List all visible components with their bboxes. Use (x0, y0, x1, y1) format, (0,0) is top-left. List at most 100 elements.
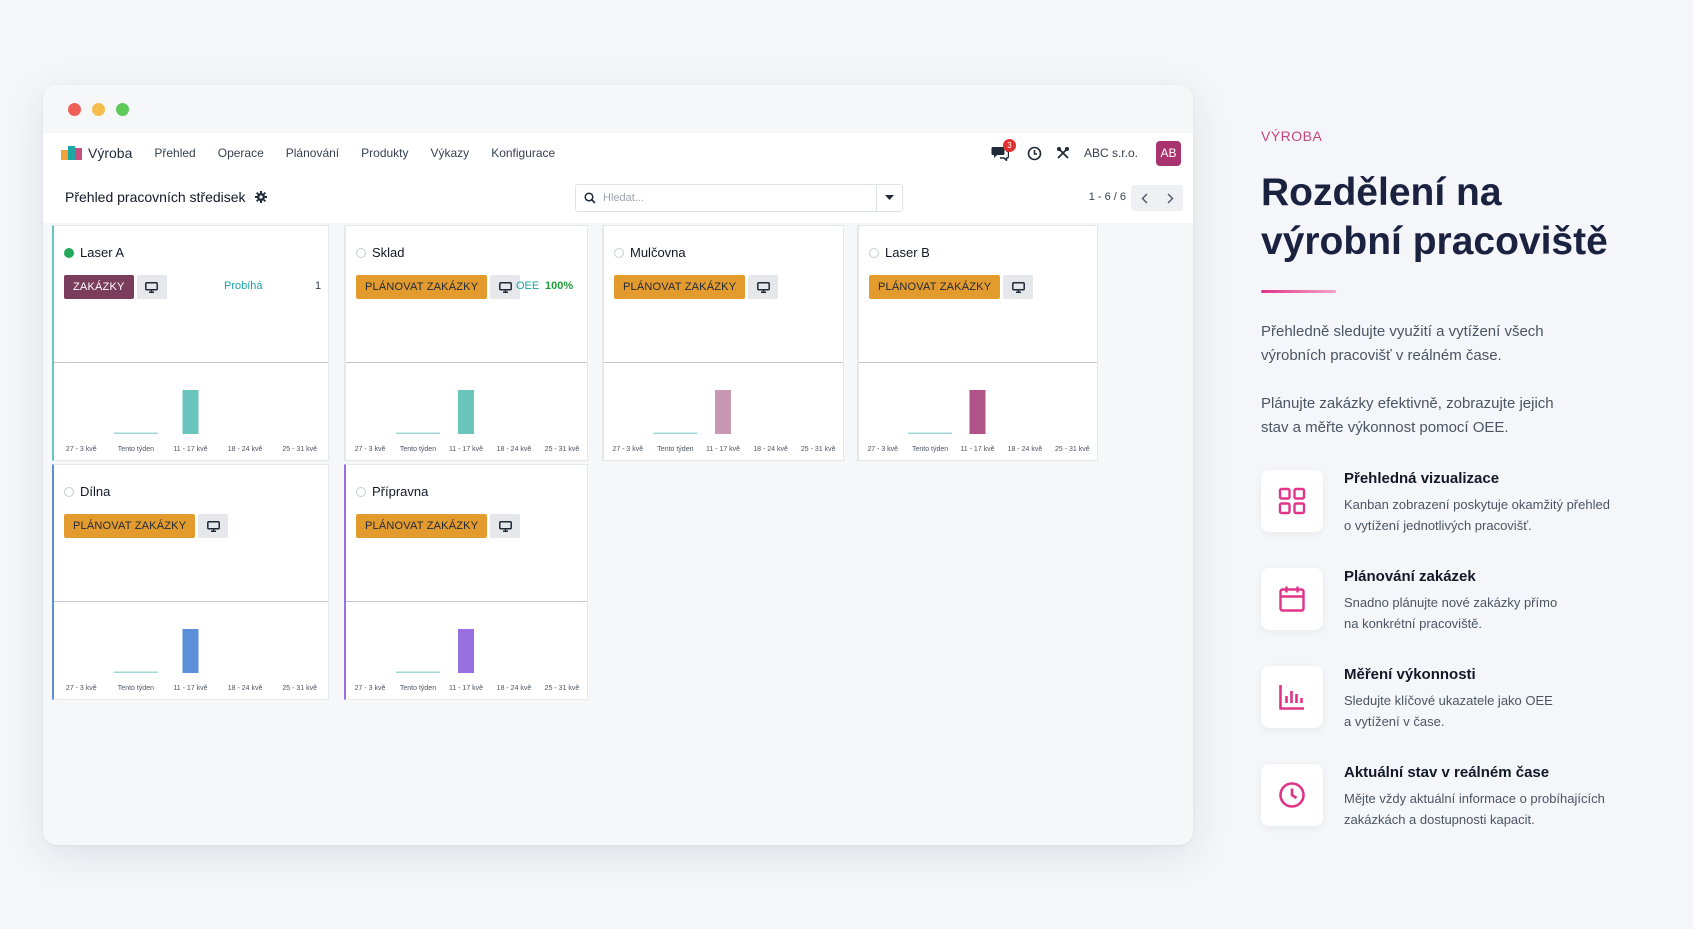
activity-clock-icon[interactable] (1027, 146, 1042, 161)
card-actions: PLÁNOVAT ZAKÁZKY (356, 275, 521, 299)
workstation-monitor-button[interactable] (198, 514, 229, 538)
nav-item-operace[interactable]: Operace (217, 146, 264, 160)
plan-orders-button[interactable]: PLÁNOVAT ZAKÁZKY (64, 514, 196, 538)
user-avatar[interactable]: AB (1156, 140, 1181, 166)
card-title[interactable]: Dílna (64, 484, 110, 499)
chart-x-tick-label: 27 - 3 kvě (66, 446, 97, 453)
window-titlebar (43, 85, 1193, 133)
card-header: Laser B PLÁNOVAT ZAKÁZKY (859, 226, 1097, 363)
minimize-window-button[interactable] (92, 103, 105, 116)
maximize-window-button[interactable] (116, 103, 129, 116)
kpi-label[interactable]: Probíhá (224, 280, 263, 292)
kpi-label[interactable]: OEE (516, 280, 540, 292)
bar-chart-icon (1261, 666, 1323, 728)
card-header: Přípravna PLÁNOVAT ZAKÁZKY (346, 465, 587, 602)
company-switcher[interactable]: ABC s.r.o. (1083, 146, 1138, 160)
card-actions: PLÁNOVAT ZAKÁZKY (614, 275, 779, 299)
chart-x-tick-label: 18 - 24 kvě (228, 685, 263, 692)
chart-x-tick-label: Tento týden (118, 685, 154, 692)
chart-bar (458, 629, 474, 673)
card-actions: PLÁNOVAT ZAKÁZKY (869, 275, 1034, 299)
pager-previous-button[interactable] (1131, 185, 1157, 211)
workstation-monitor-button[interactable] (490, 514, 521, 538)
chart-x-tick-label: 27 - 3 kvě (867, 446, 898, 453)
workstation-monitor-button[interactable] (1003, 275, 1034, 299)
chart-bar (715, 390, 731, 434)
card-title[interactable]: Přípravna (356, 484, 428, 499)
card-title[interactable]: Laser A (64, 245, 124, 260)
paragraph-line: stav a měřte výkonnost pomocí OEE. (1261, 419, 1509, 436)
workstation-monitor-button[interactable] (136, 275, 167, 299)
chart-x-tick-label: 18 - 24 kvě (1008, 446, 1043, 453)
chevron-left-icon (1141, 193, 1147, 203)
chart-x-tick-label: Tento týden (657, 446, 693, 453)
nav-item-produkty[interactable]: Produkty (361, 146, 409, 160)
workload-chart: 27 - 3 kvě Tento týden 11 - 17 kvě 18 - 24 … (346, 603, 587, 700)
nav-item-konfigurace[interactable]: Konfigurace (491, 146, 556, 160)
description-line: zakázkách a dostupnosti kapacit. (1344, 812, 1535, 827)
chart-x-tick-label: Tento týden (118, 446, 154, 453)
nav-item-prehled[interactable]: Přehled (154, 146, 196, 160)
chart-bar (182, 629, 199, 673)
workcenter-card[interactable]: Laser A ZAKÁZKY Probíhá 1 27 - 3 kvě Tent… (52, 225, 329, 461)
kpi-value[interactable]: 100% (545, 280, 574, 292)
chart-x-tick-label: 25 - 31 kvě (282, 685, 317, 692)
section-headline: Rozdělení na výrobní pracoviště (1261, 168, 1681, 266)
workcenter-card[interactable]: Přípravna PLÁNOVAT ZAKÁZKY 27 - 3 kvě Ten… (344, 464, 588, 700)
close-window-button[interactable] (68, 103, 81, 116)
search-options-toggle[interactable] (876, 185, 902, 211)
chart-x-tick-label: 27 - 3 kvě (355, 446, 386, 453)
chart-bar-minor (396, 671, 440, 673)
chart-x-tick-label: 25 - 31 kvě (1055, 446, 1090, 453)
description-line: a vytížení v čase. (1344, 714, 1445, 729)
card-title[interactable]: Sklad (356, 245, 405, 260)
orders-button[interactable]: ZAKÁZKY (64, 275, 134, 299)
control-panel: Přehled pracovních středisek 1 - 6 / 6 (43, 173, 1193, 223)
chart-bar-minor (396, 432, 440, 434)
feature-item: Aktuální stav v reálném čase Mějte vždy … (1261, 764, 1681, 830)
workcenter-card[interactable]: Mulčovna PLÁNOVAT ZAKÁZKY 27 - 3 kvě Tent… (602, 225, 844, 461)
chart-x-tick-label: 25 - 31 kvě (545, 446, 580, 453)
notification-badge: 3 (1002, 139, 1016, 152)
tools-icon[interactable] (1056, 146, 1070, 160)
workcenter-name: Dílna (80, 484, 111, 499)
chart-x-tick-label: 11 - 17 kvě (449, 446, 483, 453)
status-indicator (614, 247, 624, 258)
description-line: na konkrétní pracoviště. (1344, 616, 1483, 631)
card-title[interactable]: Laser B (869, 245, 930, 260)
nav-item-vykazy[interactable]: Výkazy (430, 146, 470, 160)
kanban-board: Laser A ZAKÁZKY Probíhá 1 27 - 3 kvě Tent… (43, 223, 1193, 845)
chart-x-tick-label: Tento týden (912, 446, 948, 453)
workload-chart-svg: 27 - 3 kvě Tento týden 11 - 17 kvě 18 - 24 … (355, 390, 580, 453)
pager-next-button[interactable] (1157, 185, 1183, 211)
gear-icon[interactable] (254, 191, 267, 203)
workload-chart: 27 - 3 kvě Tento týden 11 - 17 kvě 18 - 24 … (859, 364, 1097, 461)
workstation-monitor-button[interactable] (748, 275, 779, 299)
feature-title: Plánování zakázek (1344, 568, 1476, 585)
workstation-monitor-button[interactable] (490, 275, 521, 299)
app-logo-icon (61, 146, 83, 160)
chart-x-tick-label: 11 - 17 kvě (960, 446, 994, 453)
monitor-icon (756, 281, 770, 293)
feature-item: Měření výkonnosti Sledujte klíčové ukaza… (1261, 666, 1681, 732)
search-input[interactable] (603, 189, 873, 207)
pager-value[interactable]: 1 - 6 / 6 (1088, 191, 1126, 203)
plan-orders-button[interactable]: PLÁNOVAT ZAKÁZKY (869, 275, 1001, 299)
plan-orders-button[interactable]: PLÁNOVAT ZAKÁZKY (356, 514, 488, 538)
paragraph-line: Plánujte zakázky efektivně, zobrazujte j… (1261, 395, 1554, 412)
nav-item-planovani[interactable]: Plánování (285, 146, 340, 160)
chevron-right-icon (1167, 193, 1173, 203)
workcenter-card[interactable]: Dílna PLÁNOVAT ZAKÁZKY 27 - 3 kvě Tento t… (52, 464, 329, 700)
messages-icon[interactable]: 3 (991, 139, 1016, 162)
workload-chart-svg: 27 - 3 kvě Tento týden 11 - 17 kvě 18 - 24 … (66, 629, 317, 692)
app-brand[interactable]: Výroba (88, 145, 133, 161)
chart-bar (458, 390, 474, 434)
plan-orders-button[interactable]: PLÁNOVAT ZAKÁZKY (614, 275, 746, 299)
paragraph-line: výrobních pracovišť v reálném čase. (1261, 347, 1502, 364)
card-title[interactable]: Mulčovna (614, 245, 686, 260)
kpi-value[interactable]: 1 (315, 280, 322, 292)
workcenter-card[interactable]: Sklad PLÁNOVAT ZAKÁZKY OEE 100% 27 - 3 k… (344, 225, 588, 461)
chart-x-tick-label: 11 - 17 kvě (173, 685, 207, 692)
plan-orders-button[interactable]: PLÁNOVAT ZAKÁZKY (356, 275, 488, 299)
workcenter-card[interactable]: Laser B PLÁNOVAT ZAKÁZKY 27 - 3 kvě Tento… (857, 225, 1098, 461)
